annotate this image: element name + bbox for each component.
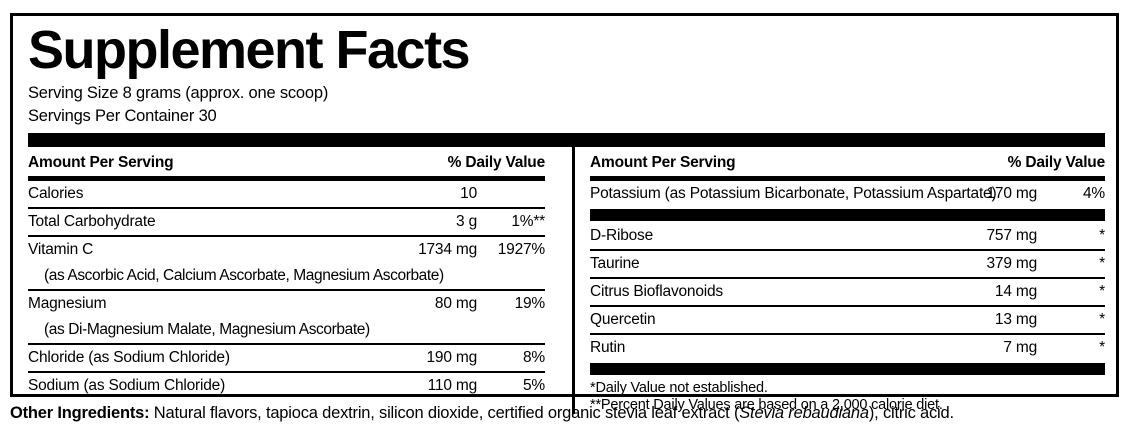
sub-ingredients: (as Di-Magnesium Malate, Magnesium Ascor…: [44, 321, 370, 338]
nutrient-name: D-Ribose: [590, 227, 654, 244]
nutrient-name: Calories: [28, 185, 84, 202]
nutrient-name: Chloride (as Sodium Chloride): [28, 349, 230, 366]
column-divider: [572, 147, 575, 414]
footnotes: *Daily Value not established. **Percent …: [590, 377, 1105, 414]
nutrient-dv: 1927%: [497, 241, 545, 258]
nutrient-name: Vitamin C: [28, 241, 94, 258]
nutrient-amount: 10: [460, 185, 477, 202]
supplement-facts-panel: Supplement Facts Serving Size 8 grams (a…: [10, 13, 1119, 414]
table-row-quercetin: Quercetin 13 mg *: [590, 307, 1105, 335]
servings-per-container: Servings Per Container 30: [28, 107, 217, 125]
table-row-sodium: Sodium (as Sodium Chloride) 110 mg 5%: [28, 373, 545, 399]
nutrient-amount: 13 mg: [994, 311, 1037, 328]
left-column-header: Amount Per Serving % Daily Value: [28, 147, 545, 181]
nutrient-amount: 7 mg: [1003, 339, 1037, 356]
table-rowgroup-magnesium: Magnesium 80 mg 19% (as Di-Magnesium Mal…: [28, 291, 545, 345]
header-divider-bar: [28, 133, 1105, 147]
amount-per-serving-header: Amount Per Serving: [590, 154, 736, 171]
footnote-percent-dv: **Percent Daily Values are based on a 2,…: [590, 397, 943, 413]
section-divider-bar: [590, 363, 1105, 375]
table-row-d-ribose: D-Ribose 757 mg *: [590, 223, 1105, 251]
nutrient-name: Sodium (as Sodium Chloride): [28, 377, 226, 394]
table-row-potassium: Potassium (as Potassium Bicarbonate, Pot…: [590, 181, 1105, 207]
right-column-header: Amount Per Serving % Daily Value: [590, 147, 1105, 181]
table-row-total-carbohydrate: Total Carbohydrate 3 g 1%**: [28, 209, 545, 237]
table-row-chloride: Chloride (as Sodium Chloride) 190 mg 8%: [28, 345, 545, 373]
amount-per-serving-header: Amount Per Serving: [28, 154, 174, 171]
sub-ingredients: (as Ascorbic Acid, Calcium Ascorbate, Ma…: [44, 267, 444, 284]
table-row-vitamin-c: Vitamin C 1734 mg 1927%: [28, 237, 545, 263]
nutrient-name: Potassium (as Potassium Bicarbonate, Pot…: [590, 185, 997, 202]
table-row-citrus-bioflavonoids: Citrus Bioflavonoids 14 mg *: [590, 279, 1105, 307]
table-row-magnesium: Magnesium 80 mg 19%: [28, 291, 545, 317]
nutrient-amount: 379 mg: [986, 255, 1038, 272]
table-row-calories: Calories 10: [28, 181, 545, 209]
serving-size: Serving Size 8 grams (approx. one scoop): [28, 84, 329, 102]
table-row-rutin: Rutin 7 mg *: [590, 335, 1105, 361]
nutrient-dv: *: [1099, 255, 1105, 272]
nutrient-dv: 5%: [522, 377, 545, 394]
supplement-facts-title: Supplement Facts: [28, 20, 471, 80]
nutrient-amount: 757 mg: [986, 227, 1038, 244]
nutrient-amount: 1734 mg: [418, 241, 477, 258]
nutrient-dv: 8%: [522, 349, 545, 366]
right-column: Amount Per Serving % Daily Value Potassi…: [590, 147, 1105, 414]
nutrient-dv: 4%: [1082, 185, 1105, 202]
other-ingredients-text-end: ), citric acid.: [868, 404, 954, 422]
nutrient-amount: 14 mg: [994, 283, 1037, 300]
nutrient-amount: 170 mg: [986, 185, 1038, 202]
nutrient-name: Rutin: [590, 339, 626, 356]
nutrient-dv: 1%**: [511, 213, 545, 230]
nutrient-dv: 19%: [514, 295, 546, 312]
footnote-daily-value: *Daily Value not established.: [590, 380, 768, 396]
daily-value-header: % Daily Value: [1007, 154, 1106, 171]
left-column: Amount Per Serving % Daily Value Calorie…: [28, 147, 545, 414]
table-row-taurine: Taurine 379 mg *: [590, 251, 1105, 279]
daily-value-header: % Daily Value: [447, 154, 546, 171]
other-ingredients: Other Ingredients: Natural flavors, tapi…: [10, 403, 1125, 424]
nutrient-dv: *: [1099, 311, 1105, 328]
other-ingredients-latin-name: Stevia rebaudiana: [739, 404, 869, 422]
nutrient-name: Citrus Bioflavonoids: [590, 283, 723, 300]
nutrient-name: Magnesium: [28, 295, 107, 312]
section-divider-bar: [590, 209, 1105, 221]
other-ingredients-text: Natural flavors, tapioca dextrin, silico…: [149, 404, 740, 422]
nutrient-name: Total Carbohydrate: [28, 213, 156, 230]
nutrient-dv: *: [1099, 339, 1105, 356]
nutrient-amount: 190 mg: [426, 349, 478, 366]
nutrient-amount: 110 mg: [427, 377, 478, 394]
other-ingredients-label: Other Ingredients:: [10, 404, 150, 422]
nutrient-amount: 80 mg: [434, 295, 477, 312]
nutrient-dv: *: [1099, 283, 1105, 300]
nutrient-name: Taurine: [590, 255, 640, 272]
nutrient-name: Quercetin: [590, 311, 656, 328]
table-rowgroup-vitamin-c: Vitamin C 1734 mg 1927% (as Ascorbic Aci…: [28, 237, 545, 291]
nutrient-amount: 3 g: [456, 213, 477, 230]
nutrient-dv: *: [1099, 227, 1105, 244]
facts-columns: Amount Per Serving % Daily Value Calorie…: [28, 147, 1105, 414]
